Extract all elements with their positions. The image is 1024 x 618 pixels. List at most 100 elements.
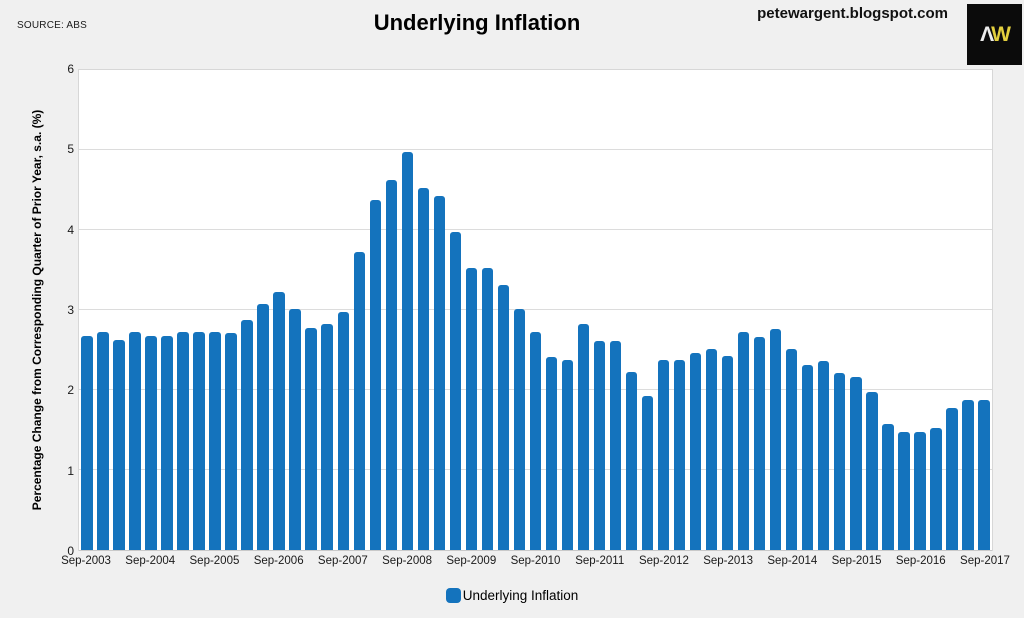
bar-slot [351, 70, 367, 550]
bar-slot [640, 70, 656, 550]
bar-slot [335, 70, 351, 550]
bar-slot [575, 70, 591, 550]
bar-slot [960, 70, 976, 550]
bar-slot [383, 70, 399, 550]
bar-Dec-2013 [737, 332, 750, 550]
bar-slot [495, 70, 511, 550]
bar-Dec-2003 [97, 331, 109, 550]
bar-Sep-2011 [593, 341, 606, 550]
bar-slot [768, 70, 784, 550]
bar-Mar-2017 [946, 408, 958, 550]
bar-slot [463, 70, 479, 550]
bar-Sep-2003 [81, 336, 93, 550]
bar-Dec-2014 [801, 365, 814, 550]
x-tick-label-Sep-2005: Sep-2005 [189, 555, 240, 567]
x-tick-label-Sep-2010: Sep-2010 [510, 555, 561, 567]
bar-slot [367, 70, 383, 550]
bar-slot [944, 70, 960, 550]
bar-slot [255, 70, 271, 550]
source-label: SOURCE: ABS [17, 20, 87, 31]
bar-Jun-2004 [129, 332, 141, 550]
x-tick-label-Sep-2016: Sep-2016 [895, 555, 946, 567]
bar-slot [415, 70, 431, 550]
bar-Sep-2012 [657, 360, 670, 550]
bar-Mar-2016 [882, 423, 894, 550]
bar-Jun-2012 [641, 396, 654, 550]
bar-slot [784, 70, 800, 550]
logo-letter-a: Λ [980, 22, 994, 46]
bar-slot [191, 70, 207, 550]
bar-Dec-2009 [481, 268, 494, 550]
bar-slot [608, 70, 624, 550]
watermark-url: petewargent.blogspot.com [757, 5, 948, 22]
bar-slot [864, 70, 880, 550]
legend-swatch-icon [445, 588, 461, 603]
x-tick-label-Sep-2004: Sep-2004 [125, 555, 176, 567]
bar-Sep-2004 [145, 335, 157, 550]
y-tick-label-0: 0 [67, 544, 74, 558]
bar-slot [543, 70, 559, 550]
x-axis-tick-labels: Sep-2003 Sep-2004 Sep-2005 Sep-2006 Sep-2007… [61, 555, 1010, 571]
bar-Mar-2013 [689, 353, 702, 550]
bar-Mar-2014 [753, 337, 766, 550]
bar-Jun-2017 [962, 399, 974, 550]
y-tick-label-6: 6 [67, 62, 74, 76]
bar-slot [143, 70, 159, 550]
bar-Dec-2006 [289, 309, 301, 550]
bar-Sep-2014 [785, 349, 798, 550]
bar-slot [303, 70, 319, 550]
bar-slot [559, 70, 575, 550]
bar-slot [79, 70, 95, 550]
x-tick-label-Sep-2008: Sep-2008 [382, 555, 433, 567]
x-tick-label-Sep-2015: Sep-2015 [831, 555, 882, 567]
bar-slot [239, 70, 255, 550]
bar-Jun-2014 [769, 329, 782, 550]
x-tick-label-Sep-2012: Sep-2012 [638, 555, 689, 567]
bar-Sep-2015 [850, 377, 862, 550]
bar-slot [159, 70, 175, 550]
bar-Dec-2007 [353, 252, 366, 550]
bar-slot [720, 70, 736, 550]
bar-Dec-2005 [225, 333, 237, 550]
bar-slot [111, 70, 127, 550]
bar-slot [223, 70, 239, 550]
bar-slot [832, 70, 848, 550]
bar-Sep-2010 [529, 332, 542, 550]
bar-slot [127, 70, 143, 550]
bar-Jun-2011 [577, 324, 590, 550]
x-tick-label-Sep-2017: Sep-2017 [960, 555, 1010, 567]
x-tick-label-Sep-2009: Sep-2009 [446, 555, 497, 567]
bar-slot [511, 70, 527, 550]
bar-Mar-2004 [113, 340, 125, 550]
bar-slot [912, 70, 928, 550]
bar-Jun-2005 [193, 332, 205, 550]
bar-slot [688, 70, 704, 550]
bar-slot [880, 70, 896, 550]
bar-Jun-2010 [513, 309, 526, 550]
bar-series [79, 70, 992, 550]
gridline-5 [79, 149, 992, 150]
bar-Sep-2017 [978, 399, 990, 550]
bar-slot [928, 70, 944, 550]
bar-Sep-2013 [721, 356, 734, 550]
bar-slot [175, 70, 191, 550]
bar-Mar-2007 [305, 328, 317, 550]
bar-Dec-2015 [866, 392, 878, 550]
chart-title: Underlying Inflation [373, 10, 581, 35]
bar-Mar-2005 [177, 332, 189, 550]
bar-Sep-2007 [337, 312, 349, 550]
y-tick-label-2: 2 [67, 383, 74, 398]
bar-Jun-2015 [833, 373, 846, 550]
y-tick-label-1: 1 [67, 463, 74, 478]
bar-slot [624, 70, 640, 550]
gridline-4 [79, 229, 992, 231]
bar-Mar-2015 [817, 361, 830, 550]
plot-area [78, 69, 993, 551]
bar-slot [207, 70, 223, 550]
y-axis-tick-labels: 0 1 2 3 4 5 6 [40, 62, 74, 558]
bar-Mar-2006 [241, 320, 253, 550]
bar-slot [704, 70, 720, 550]
bar-Mar-2012 [625, 372, 638, 550]
bar-slot [896, 70, 912, 550]
